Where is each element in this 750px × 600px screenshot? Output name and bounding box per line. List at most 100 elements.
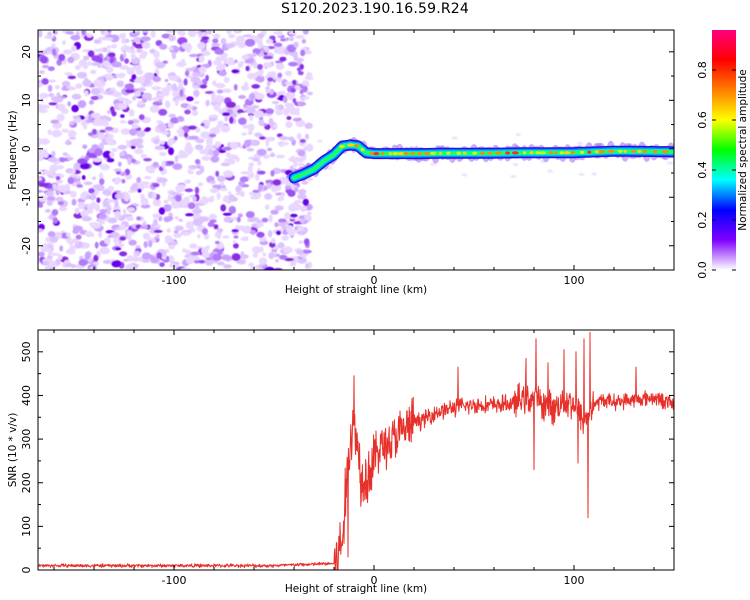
noise-blob bbox=[290, 256, 299, 264]
noise-blob bbox=[201, 36, 210, 40]
noise-blob bbox=[248, 162, 255, 167]
noise-blob bbox=[211, 42, 221, 47]
noise-blob bbox=[74, 238, 79, 244]
noise-blob bbox=[271, 185, 278, 193]
noise-blob bbox=[77, 100, 87, 109]
noise-blob bbox=[218, 70, 227, 77]
ridge-hotspot bbox=[380, 152, 385, 156]
noise-blob bbox=[153, 50, 160, 59]
ridge-hotspot bbox=[439, 151, 442, 155]
noise-blob bbox=[275, 154, 286, 159]
noise-blob bbox=[168, 147, 174, 156]
ridge-hotspot bbox=[456, 151, 462, 155]
snr-series-line bbox=[38, 331, 674, 570]
noise-blob bbox=[229, 113, 238, 118]
noise-blob bbox=[139, 225, 149, 230]
noise-blob bbox=[39, 92, 49, 99]
noise-blob bbox=[182, 231, 191, 236]
noise-blob bbox=[301, 39, 307, 44]
noise-blob bbox=[285, 185, 292, 190]
ridge-hotspot bbox=[472, 151, 478, 155]
noise-blob bbox=[142, 232, 151, 240]
noise-blob bbox=[277, 72, 283, 78]
noise-blob bbox=[41, 78, 49, 85]
noise-blob bbox=[278, 222, 287, 227]
noise-blob bbox=[106, 208, 111, 215]
faint-blob bbox=[578, 173, 585, 176]
noise-blob bbox=[64, 183, 71, 191]
noise-blob bbox=[208, 213, 217, 222]
faint-blob bbox=[326, 166, 333, 170]
noise-blob bbox=[262, 62, 272, 69]
noise-blob bbox=[272, 167, 282, 174]
noise-blob bbox=[199, 165, 205, 174]
noise-blob bbox=[283, 246, 293, 254]
noise-blob bbox=[107, 185, 114, 192]
noise-blob bbox=[92, 157, 103, 163]
noise-blob bbox=[259, 136, 266, 140]
noise-blob bbox=[187, 30, 197, 37]
noise-blob bbox=[127, 157, 132, 166]
noise-blob bbox=[208, 114, 219, 119]
noise-blob bbox=[231, 229, 239, 233]
noise-blob bbox=[195, 204, 200, 212]
noise-blob bbox=[140, 181, 150, 186]
noise-blob bbox=[271, 101, 280, 104]
faint-blob bbox=[461, 173, 468, 177]
noise-blob bbox=[81, 216, 93, 222]
noise-blob bbox=[91, 62, 101, 66]
noise-blob bbox=[83, 123, 88, 130]
noise-blob bbox=[245, 211, 255, 219]
noise-blob bbox=[178, 150, 185, 156]
noise-blob bbox=[294, 187, 299, 193]
ridge-hotspot bbox=[529, 151, 534, 155]
noise-blob bbox=[288, 136, 295, 142]
noise-blob bbox=[177, 30, 184, 36]
noise-blob bbox=[194, 144, 204, 151]
noise-blob bbox=[207, 30, 213, 35]
ridge-hotspot bbox=[631, 149, 636, 153]
noise-blob bbox=[265, 38, 274, 44]
noise-blob bbox=[92, 184, 104, 190]
noise-blob bbox=[38, 152, 45, 159]
noise-blob bbox=[109, 56, 114, 65]
noise-blob bbox=[200, 30, 206, 33]
noise-blob bbox=[62, 49, 73, 55]
noise-blob bbox=[135, 69, 144, 75]
noise-blob bbox=[273, 42, 283, 47]
noise-blob bbox=[300, 96, 310, 100]
ridge-hotspot bbox=[652, 149, 658, 154]
noise-blob bbox=[167, 215, 174, 221]
noise-blob bbox=[161, 160, 166, 169]
noise-blob bbox=[262, 252, 267, 257]
noise-blob bbox=[162, 131, 170, 136]
noise-blob bbox=[252, 62, 259, 69]
ridge-hotspot bbox=[403, 152, 409, 156]
noise-blob bbox=[212, 254, 222, 261]
noise-blob bbox=[152, 192, 157, 200]
noise-blob bbox=[136, 48, 143, 53]
noise-blob bbox=[62, 152, 68, 157]
noise-blob bbox=[220, 204, 227, 212]
noise-blob bbox=[263, 55, 274, 60]
noise-blob bbox=[114, 200, 119, 208]
noise-blob bbox=[276, 133, 283, 138]
noise-blob bbox=[292, 117, 301, 122]
noise-blob bbox=[230, 141, 239, 150]
noise-region bbox=[38, 30, 674, 270]
noise-blob bbox=[253, 110, 264, 118]
noise-blob bbox=[150, 226, 155, 234]
noise-blob bbox=[241, 132, 247, 136]
noise-blob bbox=[277, 62, 283, 70]
noise-blob bbox=[77, 158, 88, 165]
noise-blob bbox=[235, 185, 241, 193]
faint-blob bbox=[577, 141, 583, 145]
noise-blob bbox=[185, 213, 194, 217]
noise-blob bbox=[55, 179, 64, 184]
noise-blob bbox=[64, 72, 73, 76]
noise-blob bbox=[91, 55, 102, 62]
noise-blob bbox=[74, 207, 80, 215]
noise-blob bbox=[40, 55, 48, 64]
noise-blob bbox=[137, 188, 142, 193]
noise-blob bbox=[122, 53, 127, 58]
